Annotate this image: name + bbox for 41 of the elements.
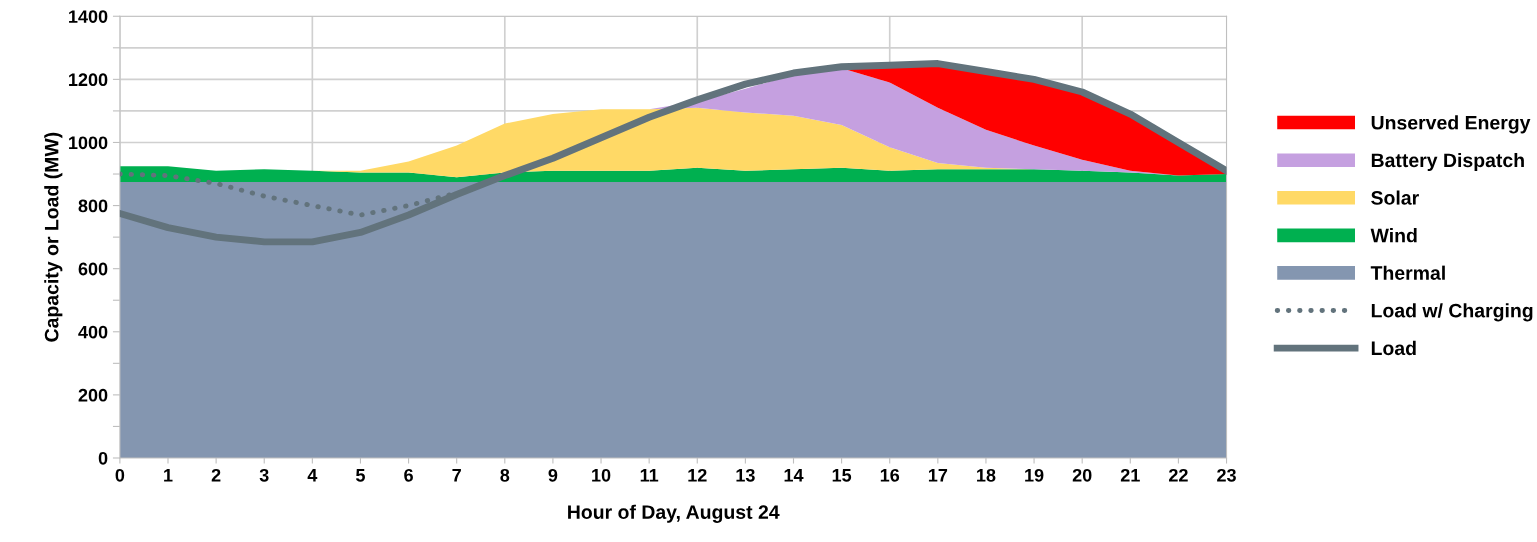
x-tick-label: 17 (928, 469, 948, 482)
x-tick-label: 0 (115, 468, 125, 482)
x-tick-label: 6 (404, 468, 413, 482)
x-tick-label: 18 (977, 468, 996, 482)
x-tick-label: 3 (259, 468, 269, 482)
y-tick-label: 800 (78, 199, 108, 213)
x-tick-label: 1 (164, 469, 173, 482)
y-tick-label: 1000 (69, 136, 108, 150)
legend-label: Unserved Energy (1371, 115, 1531, 134)
y-tick-label: 1200 (69, 73, 108, 87)
x-tick-label: 21 (1120, 468, 1140, 482)
y-axis-title: Capacity or Load (MW) (44, 132, 63, 342)
legend-label: Solar (1371, 190, 1419, 205)
x-tick-label: 23 (1217, 468, 1236, 482)
x-axis-title: Hour of Day, August 24 (568, 504, 780, 523)
y-tick-label: 400 (78, 325, 108, 339)
x-tick-label: 4 (307, 469, 318, 482)
x-tick-label: 11 (640, 469, 659, 482)
y-tick-label: 600 (78, 262, 108, 276)
x-tick-label: 2 (211, 468, 221, 482)
x-tick-label: 16 (880, 468, 900, 482)
y-tick-label: 0 (98, 451, 108, 465)
y-tick-label: 200 (78, 388, 108, 402)
y-tick-label: 1400 (69, 10, 108, 23)
x-tick-label: 14 (784, 469, 804, 482)
x-tick-label: 7 (452, 469, 461, 482)
x-tick-label: 9 (548, 468, 558, 482)
legend-label: Battery Dispatch (1371, 152, 1524, 172)
legend-label: Load w/ Charging (1371, 303, 1533, 322)
x-tick-label: 15 (832, 469, 852, 482)
legend-label: Load (1371, 340, 1416, 356)
x-tick-label: 20 (1072, 468, 1092, 482)
x-tick-label: 8 (500, 468, 510, 482)
x-tick-label: 19 (1025, 468, 1044, 482)
legend-label: Thermal (1370, 265, 1445, 280)
x-tick-label: 5 (356, 469, 365, 482)
x-tick-label: 13 (736, 468, 755, 482)
x-tick-label: 12 (688, 468, 707, 482)
x-tick-label: 22 (1169, 468, 1188, 482)
legend-label: Wind (1370, 228, 1417, 243)
x-tick-label: 10 (592, 468, 611, 482)
